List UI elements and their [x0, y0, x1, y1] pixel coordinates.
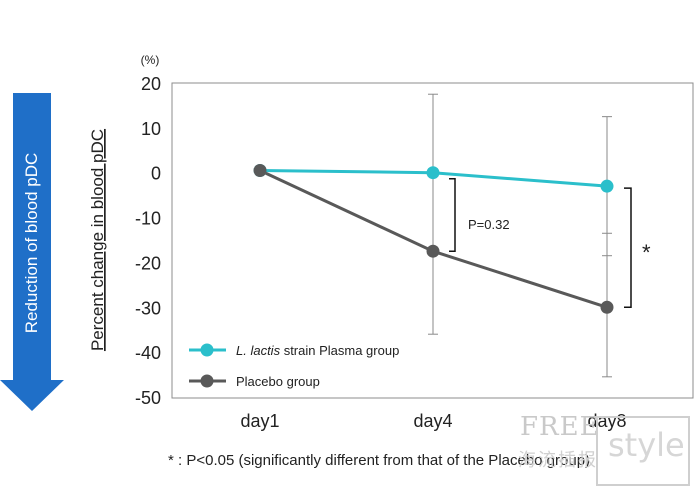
y-axis-unit: (%): [141, 53, 160, 67]
arrow-label: Reduction of blood pDC: [22, 153, 41, 334]
data-point: [253, 163, 267, 177]
x-tick-label: day1: [240, 411, 279, 431]
y-tick-label: 10: [141, 119, 161, 139]
y-axis-label: Percent change in blood pDC: [88, 129, 107, 351]
y-tick-label: -10: [135, 209, 161, 229]
legend-swatch-marker: [200, 374, 214, 388]
error-bars: [428, 93, 612, 378]
watermark-box: style: [596, 416, 690, 486]
significance-star: *: [642, 240, 651, 265]
x-tick-label: day4: [413, 411, 452, 431]
y-tick-label: -50: [135, 388, 161, 408]
data-point: [426, 166, 440, 180]
p-value-label: P=0.32: [468, 217, 510, 232]
reduction-arrow: Reduction of blood pDC: [0, 93, 64, 411]
y-tick-label: -20: [135, 253, 161, 273]
p-value-bracket: [449, 177, 456, 252]
arrow-shape: [0, 93, 64, 411]
footnote: * : P<0.05 (significantly different from…: [168, 452, 591, 469]
legend-swatch-marker: [200, 343, 214, 357]
legend-entry: Placebo group: [236, 374, 320, 389]
watermark-sub: 海流插报: [518, 450, 598, 471]
legend-entry: L. lactis strain Plasma group: [236, 343, 399, 358]
data-point: [600, 179, 614, 193]
annotations: P=0.32 *: [449, 177, 651, 309]
data-point: [426, 244, 440, 258]
series-points: [253, 163, 614, 314]
y-tick-label: -40: [135, 343, 161, 363]
plot-frame: [171, 82, 694, 399]
watermark-style: style: [608, 426, 685, 464]
data-point: [600, 300, 614, 314]
y-tick-label: -30: [135, 298, 161, 318]
significance-bracket: [624, 187, 632, 309]
watermark-free: FREE: [520, 412, 600, 442]
y-tick-label: 0: [151, 164, 161, 184]
legend: L. lactis strain Plasma group Placebo gro…: [189, 343, 399, 389]
watermark: FREE style 海流插报: [518, 412, 690, 486]
y-tick-label: 20: [141, 74, 161, 94]
y-ticks: 20 10 0 -10 -20 -30 -40 -50: [135, 74, 161, 408]
